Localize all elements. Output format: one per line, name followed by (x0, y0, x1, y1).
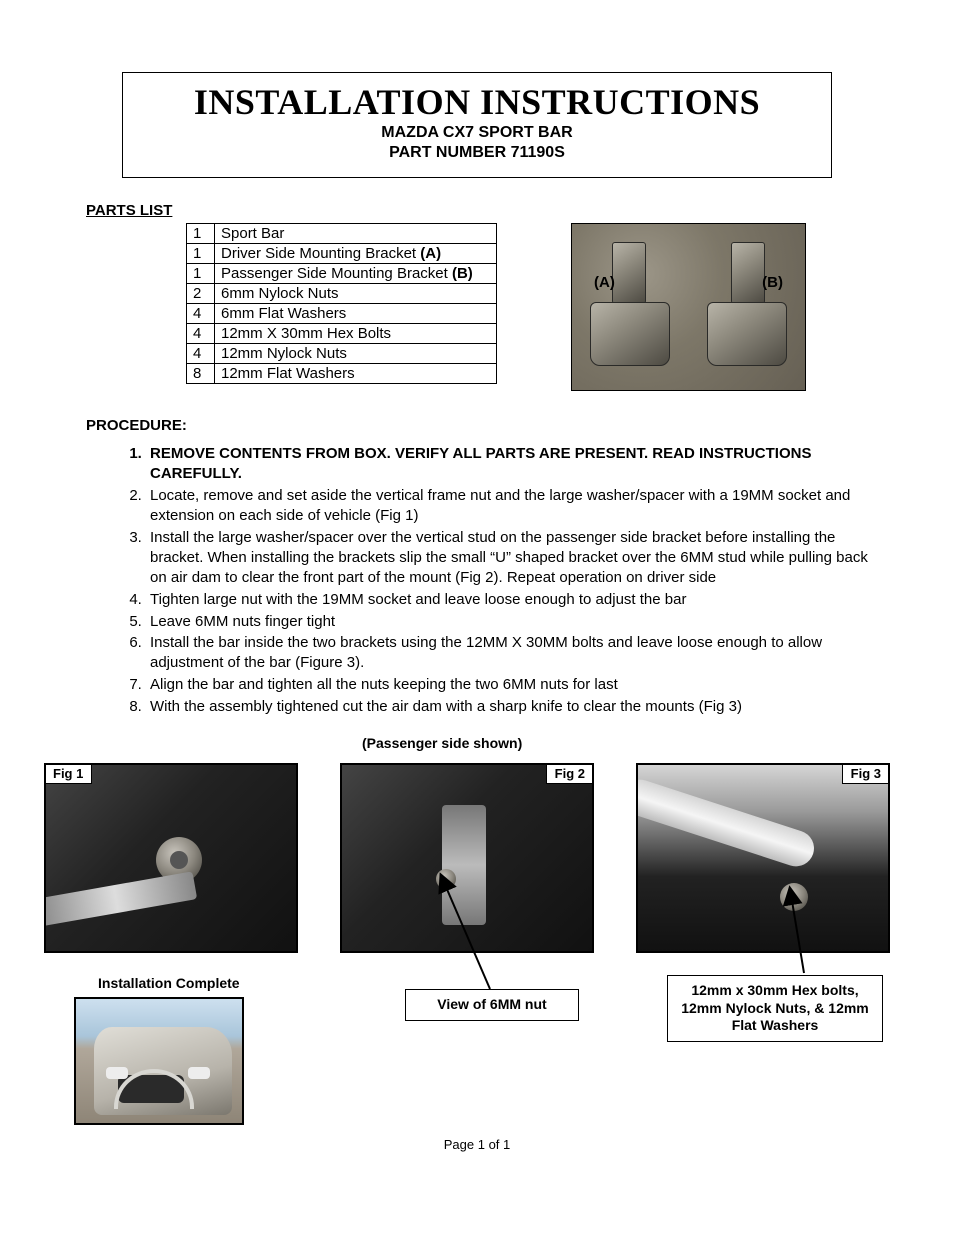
install-complete-photo (74, 997, 244, 1125)
table-row: 26mm Nylock Nuts (187, 284, 497, 304)
bracket-a-label: (A) (594, 274, 615, 291)
figures-row: Fig 1 Fig 2 Fig 3 (44, 763, 910, 953)
headlight-icon (106, 1067, 128, 1079)
figure-2-label: Fig 2 (546, 763, 594, 784)
parts-table-body: 1Sport Bar 1Driver Side Mounting Bracket… (187, 224, 497, 384)
qty-cell: 1 (187, 264, 215, 284)
bold-suffix: (A) (420, 245, 441, 262)
bracket-plate-icon (442, 805, 486, 925)
title-line-3: PART NUMBER 71190S (135, 143, 819, 163)
qty-cell: 4 (187, 324, 215, 344)
figure-3-photo: Fig 3 (636, 763, 890, 953)
figure-2: Fig 2 (340, 763, 594, 953)
bracket-b-icon (731, 242, 765, 304)
bracket-a-icon (612, 242, 646, 304)
table-row: 412mm Nylock Nuts (187, 344, 497, 364)
qty-cell: 4 (187, 344, 215, 364)
desc-cell: Passenger Side Mounting Bracket (B) (215, 264, 497, 284)
figure-1: Fig 1 (44, 763, 298, 953)
qty-cell: 8 (187, 364, 215, 384)
qty-cell: 2 (187, 284, 215, 304)
title-line-1: INSTALLATION INSTRUCTIONS (135, 81, 819, 123)
procedure-step: Install the bar inside the two brackets … (146, 633, 868, 673)
procedure-step: Install the large washer/spacer over the… (146, 528, 868, 588)
parts-list-header: PARTS LIST (86, 202, 910, 219)
table-row: 1Sport Bar (187, 224, 497, 244)
figure-3: Fig 3 (636, 763, 890, 953)
table-row: 1Passenger Side Mounting Bracket (B) (187, 264, 497, 284)
bracket-b-label: (B) (762, 274, 783, 291)
title-line-2: MAZDA CX7 SPORT BAR (135, 123, 819, 143)
figure-2-photo: Fig 2 (340, 763, 594, 953)
table-row: 46mm Flat Washers (187, 304, 497, 324)
desc-cell: Driver Side Mounting Bracket (A) (215, 244, 497, 264)
table-row: 412mm X 30mm Hex Bolts (187, 324, 497, 344)
figure-1-photo: Fig 1 (44, 763, 298, 953)
title-box: INSTALLATION INSTRUCTIONS MAZDA CX7 SPOR… (122, 72, 832, 178)
bolt-assembly-icon (780, 883, 808, 911)
headlight-icon (188, 1067, 210, 1079)
procedure-list: REMOVE CONTENTS FROM BOX. VERIFY ALL PAR… (86, 444, 868, 717)
frame-icon (44, 872, 197, 927)
procedure-step: Align the bar and tighten all the nuts k… (146, 675, 868, 695)
desc-cell: 6mm Flat Washers (215, 304, 497, 324)
figure-1-label: Fig 1 (44, 763, 92, 784)
install-complete-label: Installation Complete (98, 975, 344, 991)
sport-bar-tube-icon (636, 775, 819, 871)
desc-cell: Sport Bar (215, 224, 497, 244)
procedure-step: Locate, remove and set aside the vertica… (146, 486, 868, 526)
qty-cell: 4 (187, 304, 215, 324)
page: INSTALLATION INSTRUCTIONS MAZDA CX7 SPOR… (0, 0, 954, 1182)
desc-cell: 12mm Flat Washers (215, 364, 497, 384)
qty-cell: 1 (187, 224, 215, 244)
parts-and-photo-row: 1Sport Bar 1Driver Side Mounting Bracket… (44, 221, 910, 391)
desc-cell: 6mm Nylock Nuts (215, 284, 497, 304)
bracket-b-foot-icon (707, 302, 787, 366)
figures-caption: (Passenger side shown) (362, 735, 910, 751)
procedure-header: PROCEDURE: (86, 417, 910, 434)
figure-2-callout: View of 6MM nut (405, 989, 579, 1021)
procedure-step: Leave 6MM nuts finger tight (146, 612, 868, 632)
bold-suffix: (B) (452, 265, 473, 282)
desc-cell: 12mm X 30mm Hex Bolts (215, 324, 497, 344)
bracket-a-foot-icon (590, 302, 670, 366)
desc-cell: 12mm Nylock Nuts (215, 344, 497, 364)
table-row: 812mm Flat Washers (187, 364, 497, 384)
page-number: Page 1 of 1 (44, 1137, 910, 1152)
figure-3-label: Fig 3 (842, 763, 890, 784)
procedure-step: Tighten large nut with the 19MM socket a… (146, 590, 868, 610)
table-row: 1Driver Side Mounting Bracket (A) (187, 244, 497, 264)
procedure-step: REMOVE CONTENTS FROM BOX. VERIFY ALL PAR… (146, 444, 868, 484)
qty-cell: 1 (187, 244, 215, 264)
parts-table: 1Sport Bar 1Driver Side Mounting Bracket… (186, 223, 497, 384)
bracket-photo: (A) (B) (571, 223, 806, 391)
procedure-step: With the assembly tightened cut the air … (146, 697, 868, 717)
figure-3-callout: 12mm x 30mm Hex bolts, 12mm Nylock Nuts,… (667, 975, 883, 1042)
